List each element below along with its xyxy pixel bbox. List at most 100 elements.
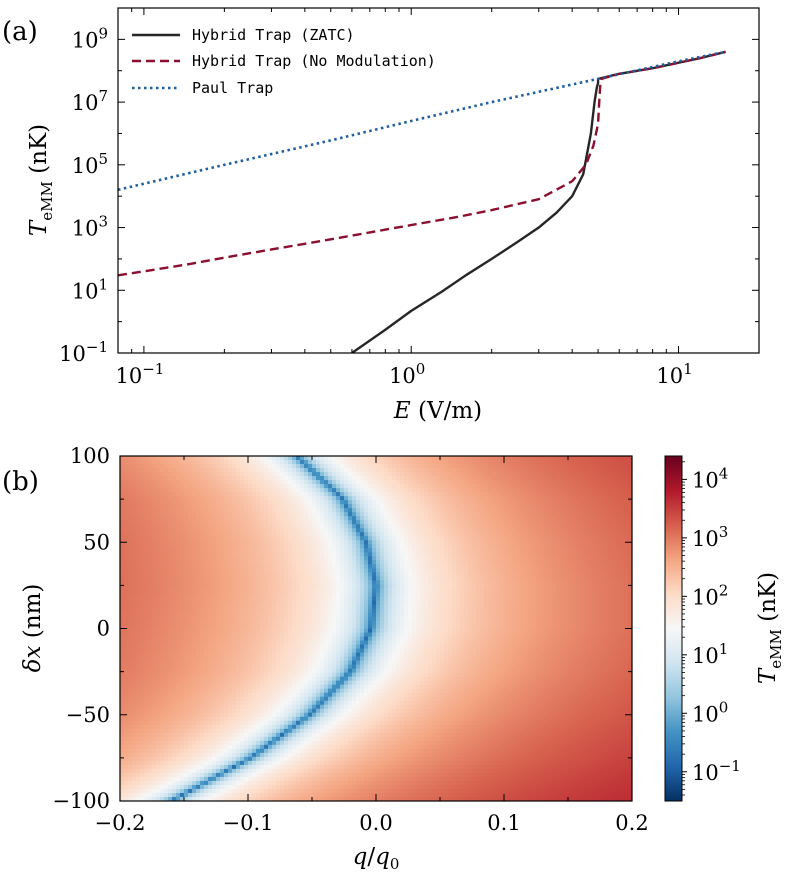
heatmap-cell — [360, 508, 365, 513]
heatmap-cell — [364, 564, 369, 569]
heatmap-cell — [392, 492, 397, 497]
heatmap-cell — [272, 480, 277, 485]
heatmap-cell — [580, 576, 585, 581]
heatmap-cell — [344, 532, 349, 537]
heatmap-cell — [228, 592, 233, 598]
panel-a-label: (a) — [2, 17, 38, 47]
heatmap-cell — [272, 464, 277, 469]
heatmap-cell — [560, 528, 565, 533]
heatmap-cell — [132, 524, 137, 529]
heatmap-cell — [568, 496, 573, 501]
heatmap-cell — [344, 576, 349, 581]
heatmap-cell — [304, 524, 309, 529]
heatmap-cell — [428, 588, 433, 593]
heatmap-cell — [252, 556, 257, 561]
heatmap-cell — [476, 592, 481, 598]
heatmap-cell — [196, 564, 201, 569]
heatmap-cell — [460, 588, 465, 593]
heatmap-cell — [280, 508, 285, 513]
heatmap-cell — [596, 500, 601, 505]
heatmap-cell — [580, 544, 585, 549]
heatmap-cell — [228, 608, 233, 614]
heatmap-cell — [204, 584, 209, 589]
heatmap-cell — [576, 584, 581, 589]
heatmap-cell — [160, 516, 165, 521]
heatmap-cell — [364, 604, 369, 610]
heatmap-cell — [272, 492, 277, 497]
heatmap-cell — [296, 528, 301, 533]
heatmap-cell — [624, 544, 629, 549]
heatmap-cell — [532, 568, 537, 573]
heatmap-cell — [500, 540, 505, 545]
heatmap-cell — [316, 588, 321, 593]
heatmap-cell — [156, 520, 161, 525]
heatmap-cell — [476, 604, 481, 610]
heatmap-cell — [488, 540, 493, 545]
heatmap-cell — [572, 540, 577, 545]
heatmap-cell — [120, 468, 125, 473]
heatmap-cell — [276, 556, 281, 561]
heatmap-cell — [524, 500, 529, 505]
heatmap-cell — [568, 576, 573, 581]
heatmap-cell — [196, 560, 201, 565]
heatmap-cell — [568, 468, 573, 473]
heatmap-cell — [232, 520, 237, 525]
heatmap-cell — [240, 524, 245, 529]
heatmap-cell — [508, 472, 513, 477]
heatmap-cell — [348, 464, 353, 469]
heatmap-cell — [180, 580, 185, 585]
heatmap-cell — [308, 532, 313, 537]
heatmap-cell — [360, 472, 365, 477]
heatmap-cell — [120, 508, 125, 513]
heatmap-cell — [364, 600, 369, 606]
panel-a-x-label: E (V/m) — [393, 398, 482, 424]
heatmap-cell — [144, 608, 149, 614]
heatmap-cell — [300, 548, 305, 553]
heatmap-cell — [568, 588, 573, 593]
heatmap-cell — [556, 468, 561, 473]
heatmap-cell — [488, 588, 493, 593]
heatmap-cell — [484, 588, 489, 593]
heatmap-cell — [556, 476, 561, 481]
heatmap-cell — [348, 468, 353, 473]
heatmap-cell — [624, 560, 629, 565]
heatmap-cell — [472, 596, 477, 602]
heatmap-cell — [584, 496, 589, 501]
heatmap-cell — [512, 472, 517, 477]
heatmap-cell — [432, 476, 437, 481]
heatmap-cell — [572, 504, 577, 509]
heatmap-cell — [604, 496, 609, 501]
heatmap-cell — [416, 580, 421, 585]
heatmap-cell — [320, 528, 325, 533]
heatmap-cell — [432, 488, 437, 493]
heatmap-cell — [156, 536, 161, 541]
heatmap-cell — [348, 576, 353, 581]
heatmap-cell — [464, 472, 469, 477]
heatmap-cell — [200, 592, 205, 598]
heatmap-cell — [532, 536, 537, 541]
heatmap-cell — [368, 588, 373, 593]
heatmap-cell — [428, 512, 433, 517]
heatmap-cell — [424, 492, 429, 497]
heatmap-cell — [464, 540, 469, 545]
heatmap-cell — [224, 600, 229, 606]
heatmap-cell — [600, 508, 605, 513]
heatmap-cell — [540, 548, 545, 553]
heatmap-cell — [248, 544, 253, 549]
heatmap-cell — [340, 592, 345, 598]
heatmap-cell — [128, 568, 133, 573]
heatmap-cell — [592, 508, 597, 513]
heatmap-cell — [588, 592, 593, 598]
heatmap-cell — [288, 580, 293, 585]
heatmap-cell — [320, 564, 325, 569]
heatmap-cell — [512, 524, 517, 529]
heatmap-cell — [616, 500, 621, 505]
heatmap-cell — [584, 524, 589, 529]
heatmap-cell — [216, 604, 221, 610]
heatmap-cell — [504, 556, 509, 561]
heatmap-cell — [288, 536, 293, 541]
heatmap-cell — [260, 548, 265, 553]
heatmap-cell — [592, 504, 597, 509]
heatmap-cell — [352, 528, 357, 533]
heatmap-cell — [280, 512, 285, 517]
